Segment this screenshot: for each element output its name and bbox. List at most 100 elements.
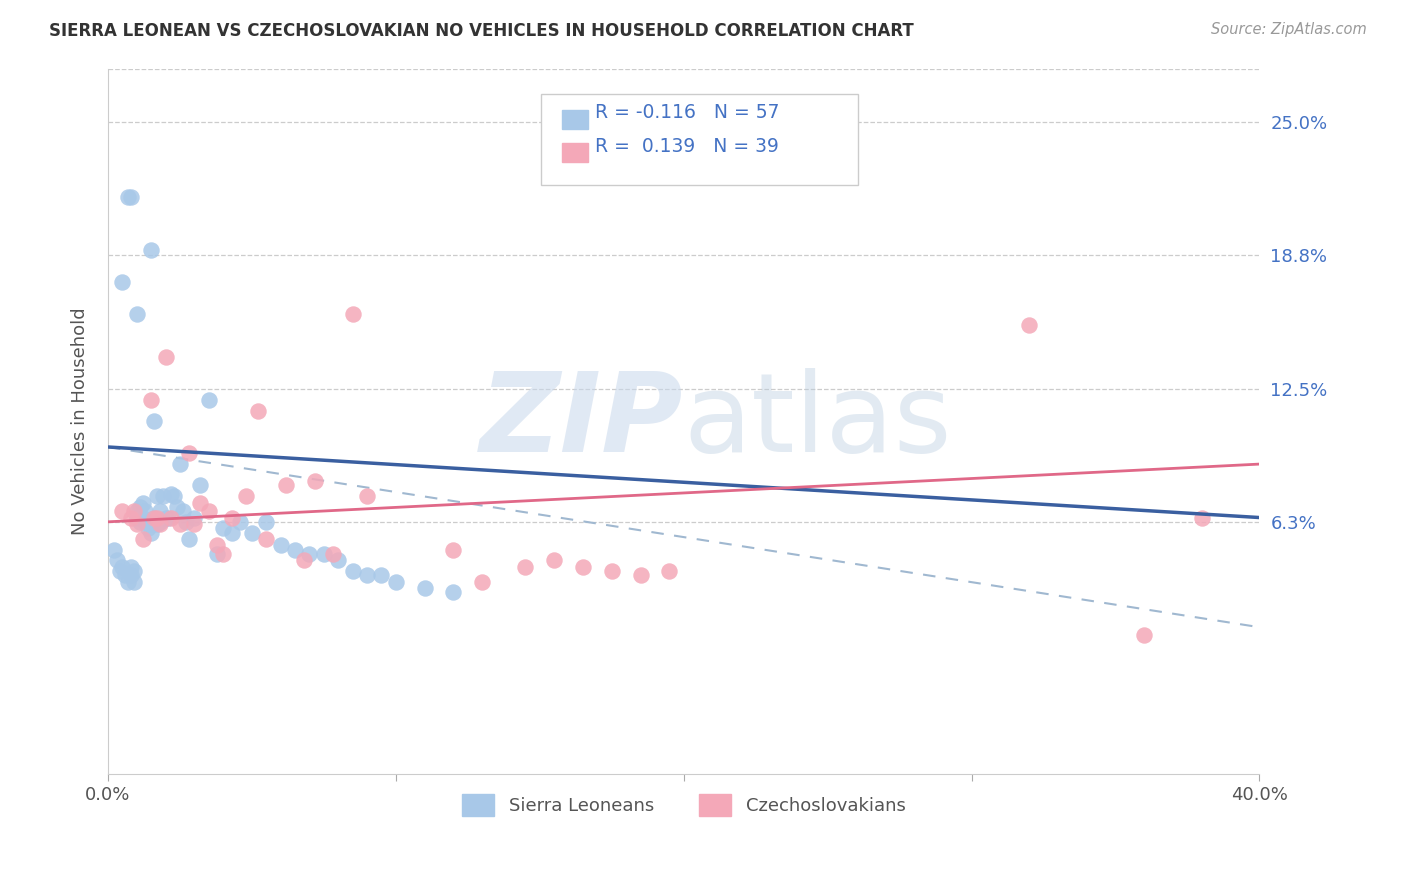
Text: SIERRA LEONEAN VS CZECHOSLOVAKIAN NO VEHICLES IN HOUSEHOLD CORRELATION CHART: SIERRA LEONEAN VS CZECHOSLOVAKIAN NO VEH… bbox=[49, 22, 914, 40]
Point bbox=[131, 510, 153, 524]
Point bbox=[155, 350, 177, 364]
Point bbox=[152, 489, 174, 503]
Point bbox=[146, 516, 169, 531]
Point bbox=[221, 525, 243, 540]
Point bbox=[471, 574, 494, 589]
Point bbox=[117, 190, 139, 204]
Point bbox=[125, 516, 148, 531]
Point bbox=[160, 487, 183, 501]
Point bbox=[169, 516, 191, 531]
Point bbox=[125, 510, 148, 524]
Point bbox=[111, 504, 134, 518]
Point bbox=[246, 403, 269, 417]
Point bbox=[312, 547, 335, 561]
Point bbox=[149, 516, 172, 531]
Point bbox=[188, 495, 211, 509]
Point bbox=[166, 500, 188, 514]
Y-axis label: No Vehicles in Household: No Vehicles in Household bbox=[72, 308, 89, 535]
Text: atlas: atlas bbox=[683, 368, 952, 475]
Point bbox=[155, 510, 177, 524]
Point bbox=[120, 190, 142, 204]
Point bbox=[254, 515, 277, 529]
Point bbox=[134, 504, 156, 518]
Point bbox=[342, 307, 364, 321]
Point bbox=[515, 559, 537, 574]
Point bbox=[413, 581, 436, 595]
Point bbox=[111, 276, 134, 290]
Point bbox=[298, 547, 321, 561]
Point bbox=[128, 500, 150, 514]
Point bbox=[229, 515, 252, 529]
Point bbox=[157, 510, 180, 524]
Point bbox=[120, 510, 142, 524]
Point bbox=[188, 478, 211, 492]
Point bbox=[134, 515, 156, 529]
Point bbox=[543, 553, 565, 567]
Point bbox=[103, 542, 125, 557]
Point bbox=[356, 489, 378, 503]
Point bbox=[572, 559, 595, 574]
Point bbox=[207, 538, 229, 552]
Point bbox=[270, 538, 292, 552]
Point bbox=[304, 474, 326, 488]
Point bbox=[600, 564, 623, 578]
Point bbox=[108, 564, 131, 578]
Point bbox=[141, 244, 163, 258]
Point bbox=[143, 414, 166, 428]
Point bbox=[370, 568, 392, 582]
Point bbox=[143, 510, 166, 524]
Point bbox=[149, 515, 172, 529]
Point bbox=[183, 510, 205, 524]
Text: ZIP: ZIP bbox=[481, 368, 683, 475]
Point bbox=[141, 516, 163, 531]
Point bbox=[630, 568, 652, 582]
Point bbox=[122, 574, 145, 589]
Point bbox=[207, 547, 229, 561]
Point bbox=[122, 504, 145, 518]
Point bbox=[125, 307, 148, 321]
Point bbox=[128, 515, 150, 529]
Point bbox=[122, 564, 145, 578]
Point bbox=[321, 547, 343, 561]
Point bbox=[441, 542, 464, 557]
Point bbox=[658, 564, 681, 578]
Point bbox=[356, 568, 378, 582]
Point bbox=[235, 489, 257, 503]
Point bbox=[183, 516, 205, 531]
Point bbox=[254, 532, 277, 546]
Point bbox=[172, 504, 194, 518]
Point bbox=[212, 547, 235, 561]
Point bbox=[163, 489, 186, 503]
Point bbox=[143, 510, 166, 524]
Point bbox=[197, 392, 219, 407]
Point bbox=[177, 532, 200, 546]
Point bbox=[141, 392, 163, 407]
Point bbox=[120, 559, 142, 574]
Point bbox=[149, 504, 172, 518]
Point bbox=[197, 504, 219, 518]
Point bbox=[146, 489, 169, 503]
Point bbox=[342, 564, 364, 578]
Legend: Sierra Leoneans, Czechoslovakians: Sierra Leoneans, Czechoslovakians bbox=[453, 785, 915, 825]
Point bbox=[174, 515, 197, 529]
Point bbox=[328, 553, 350, 567]
Point bbox=[240, 525, 263, 540]
Point bbox=[131, 495, 153, 509]
Point bbox=[117, 574, 139, 589]
Point bbox=[221, 510, 243, 524]
Point bbox=[105, 553, 128, 567]
Point bbox=[385, 574, 408, 589]
Point bbox=[1018, 318, 1040, 332]
Text: Source: ZipAtlas.com: Source: ZipAtlas.com bbox=[1211, 22, 1367, 37]
Point bbox=[177, 446, 200, 460]
Point bbox=[284, 542, 307, 557]
Text: R =  0.139   N = 39: R = 0.139 N = 39 bbox=[595, 136, 779, 155]
Point bbox=[160, 510, 183, 524]
Point bbox=[276, 478, 298, 492]
Point bbox=[169, 457, 191, 471]
Point bbox=[125, 504, 148, 518]
Text: R = -0.116   N = 57: R = -0.116 N = 57 bbox=[595, 103, 779, 121]
Point bbox=[120, 568, 142, 582]
Point bbox=[1133, 628, 1156, 642]
Point bbox=[136, 521, 159, 535]
